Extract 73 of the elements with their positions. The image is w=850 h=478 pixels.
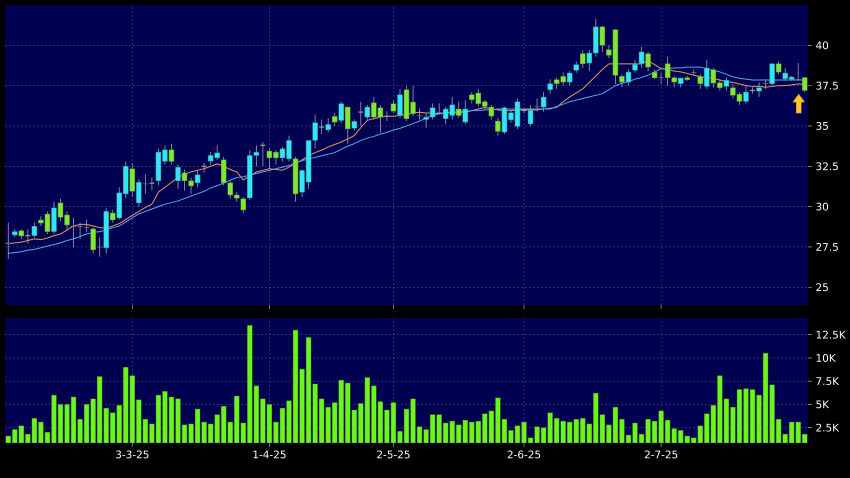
- candlestick: [130, 162, 136, 198]
- candlestick: [240, 196, 246, 214]
- candlestick: [32, 222, 38, 238]
- candlestick: [168, 143, 174, 166]
- y-tick-label: 27.5: [816, 242, 838, 251]
- candlestick: [566, 70, 572, 86]
- candlestick: [325, 117, 331, 133]
- candlestick: [619, 74, 625, 88]
- candlestick: [632, 59, 638, 74]
- candlestick: [698, 74, 704, 90]
- candlestick: [332, 112, 338, 126]
- x-tick-label: 1-4-25: [253, 450, 286, 458]
- candlestick: [462, 100, 468, 125]
- candlestick: [364, 104, 370, 120]
- y-tick-label: 35: [816, 122, 828, 130]
- candlestick: [96, 236, 102, 257]
- x-tick-label: 2-7-25: [644, 450, 678, 458]
- candlestick: [456, 101, 462, 118]
- candlestick: [776, 61, 782, 75]
- candlestick: [547, 78, 553, 94]
- y-tick-label: 30: [816, 202, 828, 211]
- candlestick: [352, 119, 358, 132]
- candlestick: [488, 104, 494, 120]
- y-tick-label: 5K: [816, 400, 830, 408]
- candlestick: [528, 104, 534, 126]
- candlestick: [743, 85, 749, 104]
- y-tick-label: 25: [816, 283, 828, 292]
- candlestick: [769, 62, 775, 86]
- candlestick: [704, 59, 710, 90]
- candlestick: [574, 61, 579, 74]
- candlestick: [90, 227, 96, 254]
- candlestick: [397, 88, 403, 118]
- y-tick-label: 32.5: [816, 162, 838, 170]
- candlestick: [84, 219, 90, 233]
- candlestick: [6, 222, 12, 260]
- candlestick: [756, 82, 762, 98]
- candlestick: [600, 26, 606, 52]
- candlestick: [678, 77, 684, 88]
- candlestick: [345, 106, 350, 144]
- candlestick: [580, 50, 586, 68]
- candlestick: [802, 76, 808, 92]
- y-tick-label: 2.5K: [816, 424, 840, 432]
- candlestick: [18, 228, 24, 240]
- candlestick: [762, 78, 768, 90]
- y-tick-label: 10K: [816, 354, 836, 362]
- candlestick: [416, 108, 422, 120]
- y-tick-label: 40: [816, 41, 828, 50]
- candlestick: [724, 77, 730, 91]
- candlestick: [384, 111, 390, 122]
- x-tick-label: 2-6-25: [508, 450, 540, 458]
- candlestick: [175, 164, 181, 190]
- candlestick: [338, 101, 344, 124]
- candlestick: [51, 201, 57, 234]
- y-tick-label: 37.5: [816, 82, 838, 90]
- candlestick: [201, 162, 208, 174]
- candlestick: [260, 142, 266, 167]
- candlestick: [638, 46, 644, 68]
- candlestick: [626, 69, 632, 86]
- y-tick-label: 7.5K: [816, 377, 840, 386]
- candlestick: [795, 62, 801, 82]
- candlestick: [652, 69, 658, 80]
- y-tick-label: 12.5K: [816, 330, 846, 339]
- candlestick: [658, 72, 664, 84]
- candlestick: [534, 98, 540, 112]
- x-tick-label: 3-3-25: [116, 450, 148, 458]
- candlestick: [495, 117, 501, 136]
- x-tick-label: 2-5-25: [377, 450, 410, 458]
- candlestick: [645, 51, 651, 72]
- candlestick: [540, 92, 546, 112]
- candlestick: [136, 178, 142, 207]
- candlestick: [110, 209, 116, 224]
- candlestick: [390, 100, 396, 114]
- candlestick: [194, 170, 200, 188]
